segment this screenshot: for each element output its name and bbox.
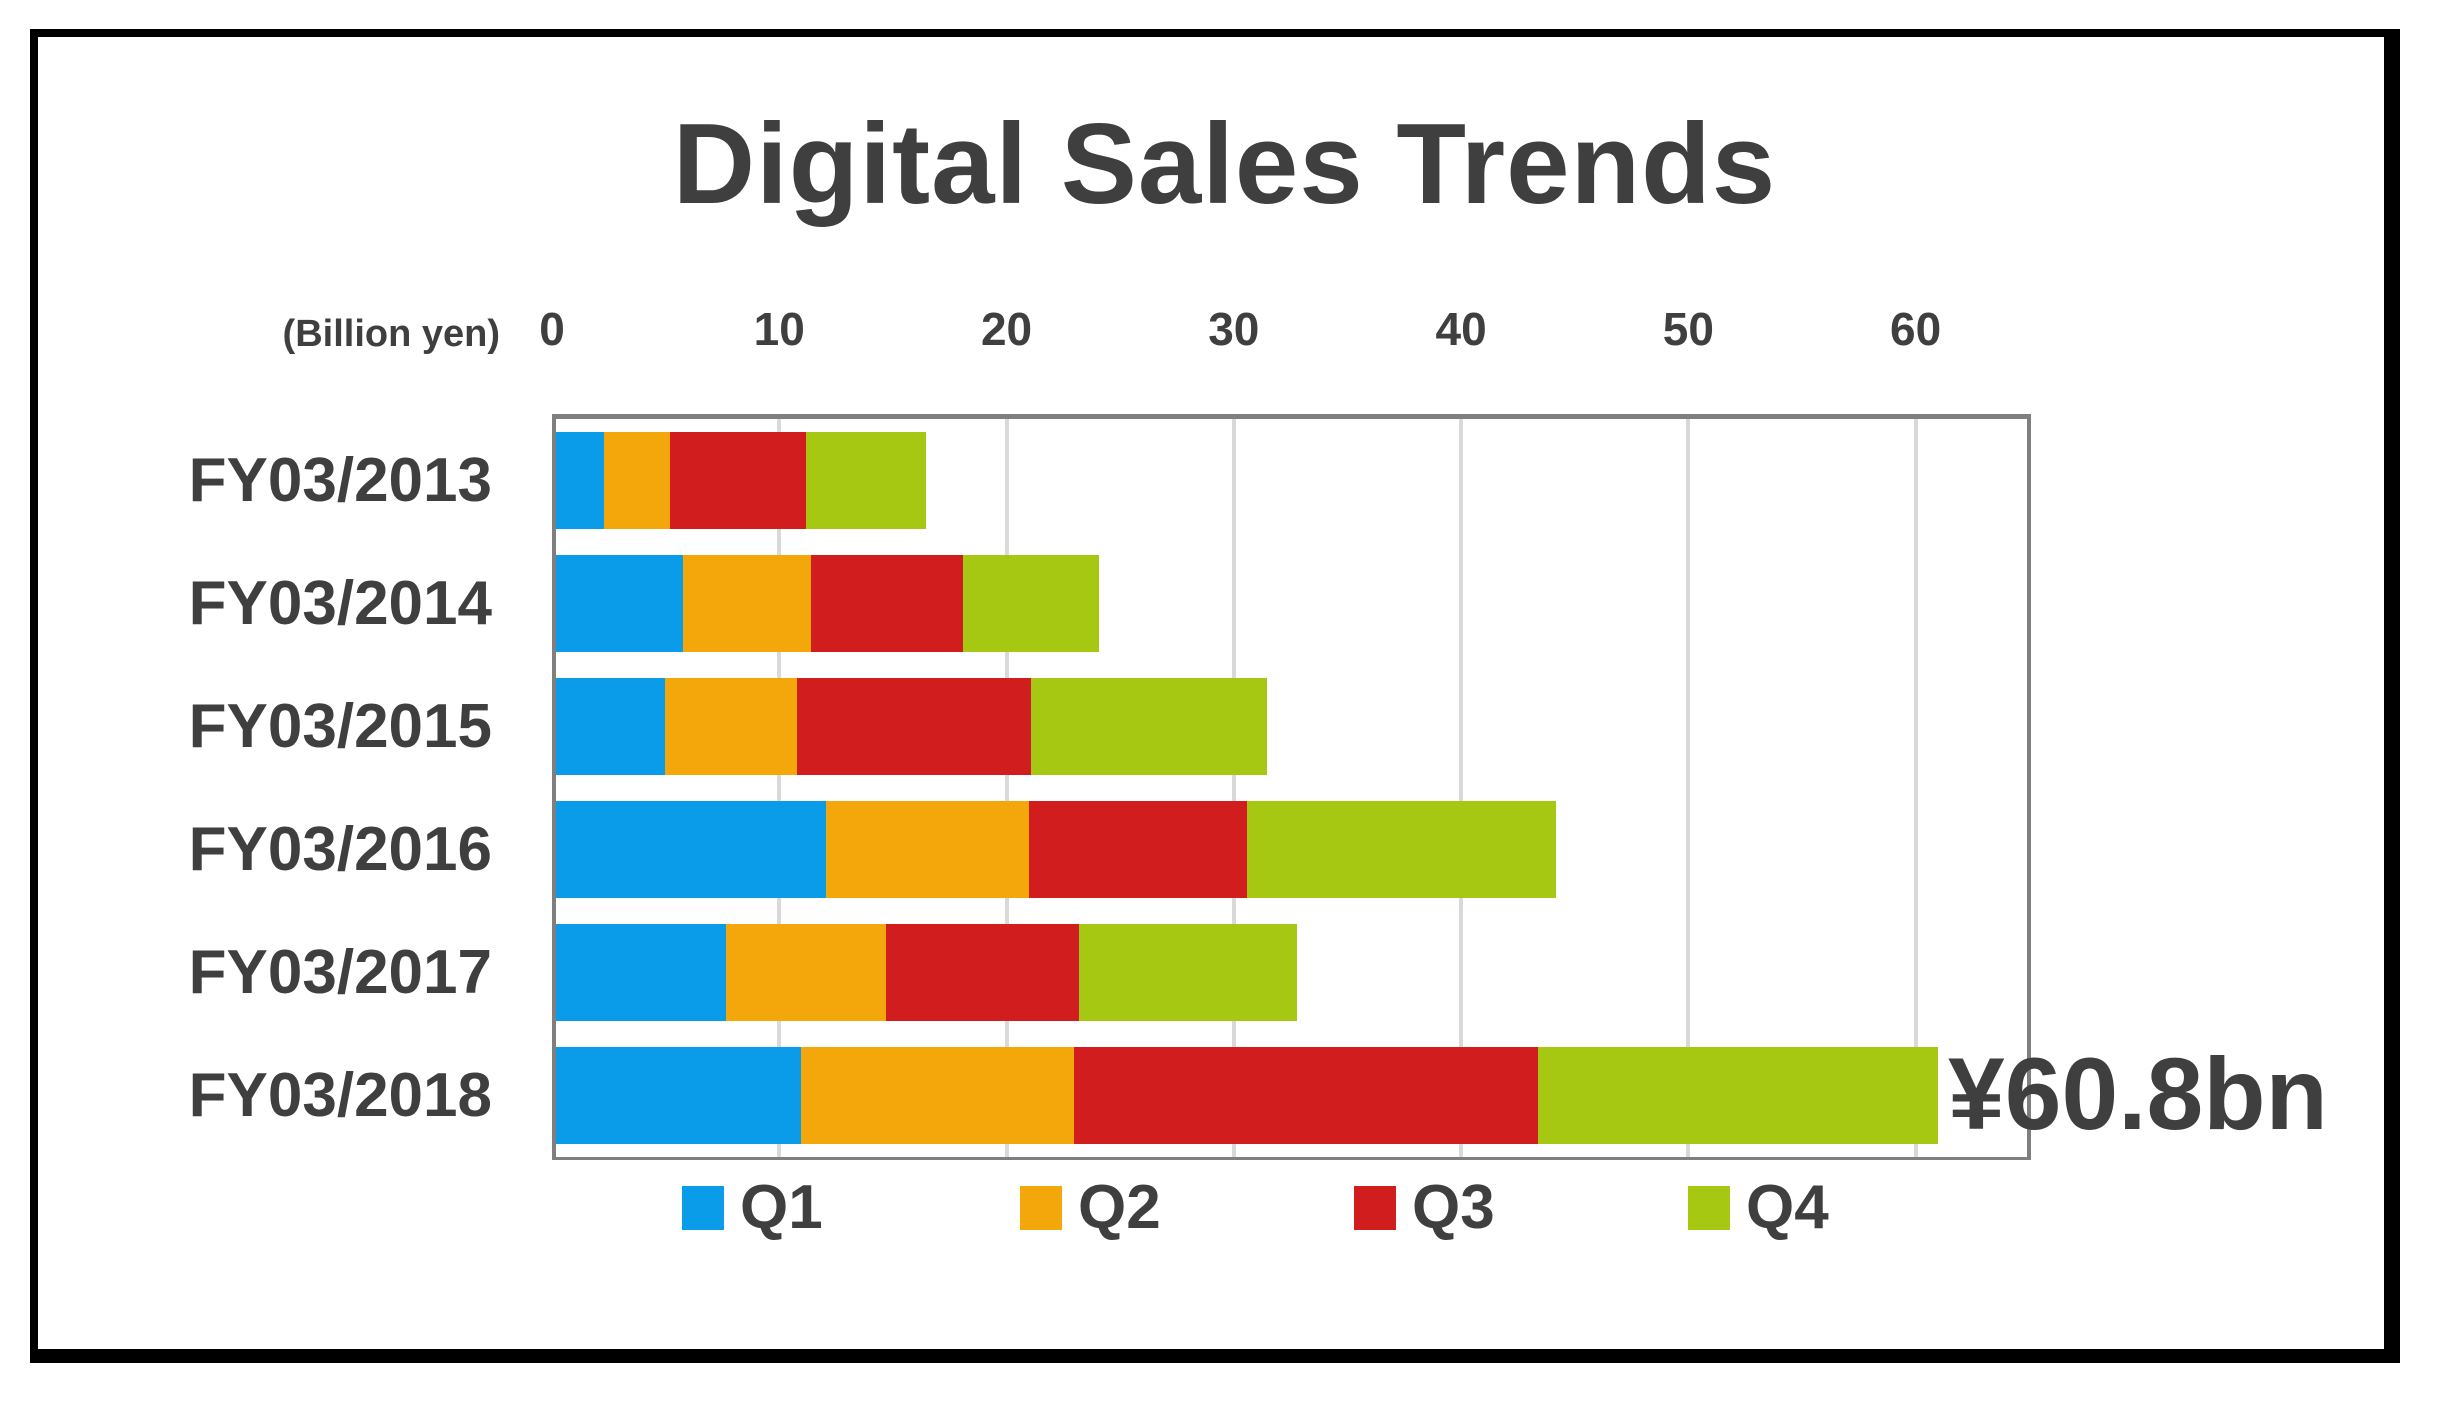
x-tick-20: 20 (980, 303, 1033, 355)
bar-segment-q1-fy03-2014 (556, 555, 684, 652)
category-label-fy03-2015: FY03/2015 (188, 691, 492, 761)
chart-title: Digital Sales Trends (672, 101, 1777, 228)
bar-segment-q2-fy03-2018 (801, 1047, 1075, 1144)
legend-label-q1: Q1 (740, 1173, 823, 1242)
bar-segment-q4-fy03-2013 (805, 432, 927, 529)
legend-item-q4: Q4 (1688, 1173, 1829, 1242)
gridline-40 (1459, 419, 1464, 1157)
bar-row-fy03-2013 (556, 432, 927, 529)
category-label-fy03-2016: FY03/2016 (188, 814, 492, 884)
bar-segment-q2-fy03-2016 (826, 801, 1029, 898)
category-label-fy03-2017: FY03/2017 (188, 937, 492, 1007)
x-tick-0: 0 (539, 303, 565, 355)
bar-segment-q2-fy03-2014 (683, 555, 811, 652)
x-tick-50: 50 (1662, 303, 1714, 355)
legend-label-q3: Q3 (1412, 1173, 1495, 1242)
bar-row-fy03-2014 (556, 555, 1100, 652)
gridline-20 (1004, 419, 1009, 1157)
x-tick-10: 10 (753, 303, 805, 355)
gridline-30 (1231, 419, 1236, 1157)
bar-segment-q3-fy03-2015 (796, 678, 1031, 775)
bar-segment-q4-fy03-2018 (1537, 1047, 1938, 1144)
gridline-60 (1913, 419, 1918, 1157)
x-tick-60: 60 (1890, 303, 1942, 355)
category-label-fy03-2013: FY03/2013 (188, 445, 492, 515)
category-label-fy03-2018: FY03/2018 (188, 1060, 492, 1130)
bar-segment-q1-fy03-2015 (556, 678, 666, 775)
bar-segment-q4-fy03-2017 (1078, 924, 1297, 1021)
plot-area (552, 414, 2031, 1160)
bar-segment-q3-fy03-2018 (1074, 1047, 1538, 1144)
bar-segment-q2-fy03-2013 (603, 432, 670, 529)
bar-segment-q1-fy03-2018 (556, 1047, 802, 1144)
bar-segment-q4-fy03-2016 (1246, 801, 1556, 898)
bar-segment-q2-fy03-2015 (665, 678, 797, 775)
legend-item-q2: Q2 (1020, 1173, 1161, 1242)
legend-item-q1: Q1 (682, 1173, 823, 1242)
gridline-50 (1686, 419, 1691, 1157)
bar-row-fy03-2017 (556, 924, 1297, 1021)
chart-border-frame (30, 29, 2400, 1363)
bar-row-fy03-2018 (556, 1047, 1938, 1144)
bar-rows (556, 419, 2027, 1157)
category-label-fy03-2014: FY03/2014 (188, 568, 492, 638)
legend-label-q2: Q2 (1078, 1173, 1161, 1242)
legend-swatch-q2 (1020, 1186, 1062, 1230)
legend-label-q4: Q4 (1746, 1173, 1829, 1242)
legend-swatch-q1 (682, 1186, 724, 1230)
bar-segment-q3-fy03-2013 (669, 432, 806, 529)
bar-segment-q3-fy03-2016 (1028, 801, 1247, 898)
legend-swatch-q4 (1688, 1186, 1730, 1230)
bar-segment-q2-fy03-2017 (726, 924, 886, 1021)
bar-row-fy03-2016 (556, 801, 1556, 898)
bar-segment-q1-fy03-2017 (556, 924, 727, 1021)
x-tick-40: 40 (1435, 303, 1487, 355)
bar-segment-q4-fy03-2015 (1030, 678, 1268, 775)
legend-item-q3: Q3 (1354, 1173, 1495, 1242)
legend-swatch-q3 (1354, 1186, 1396, 1230)
bar-segment-q3-fy03-2017 (885, 924, 1079, 1021)
x-tick-30: 30 (1208, 303, 1260, 355)
bar-row-fy03-2015 (556, 678, 1268, 775)
bar-segment-q3-fy03-2014 (810, 555, 963, 652)
total-value-annotation: ¥60.8bn (1948, 1037, 2328, 1151)
bar-segment-q4-fy03-2014 (962, 555, 1100, 652)
x-axis-unit-label: (Billion yen) (282, 313, 500, 355)
bar-segment-q1-fy03-2016 (556, 801, 827, 898)
gridline-10 (777, 419, 782, 1157)
bar-segment-q1-fy03-2013 (556, 432, 604, 529)
